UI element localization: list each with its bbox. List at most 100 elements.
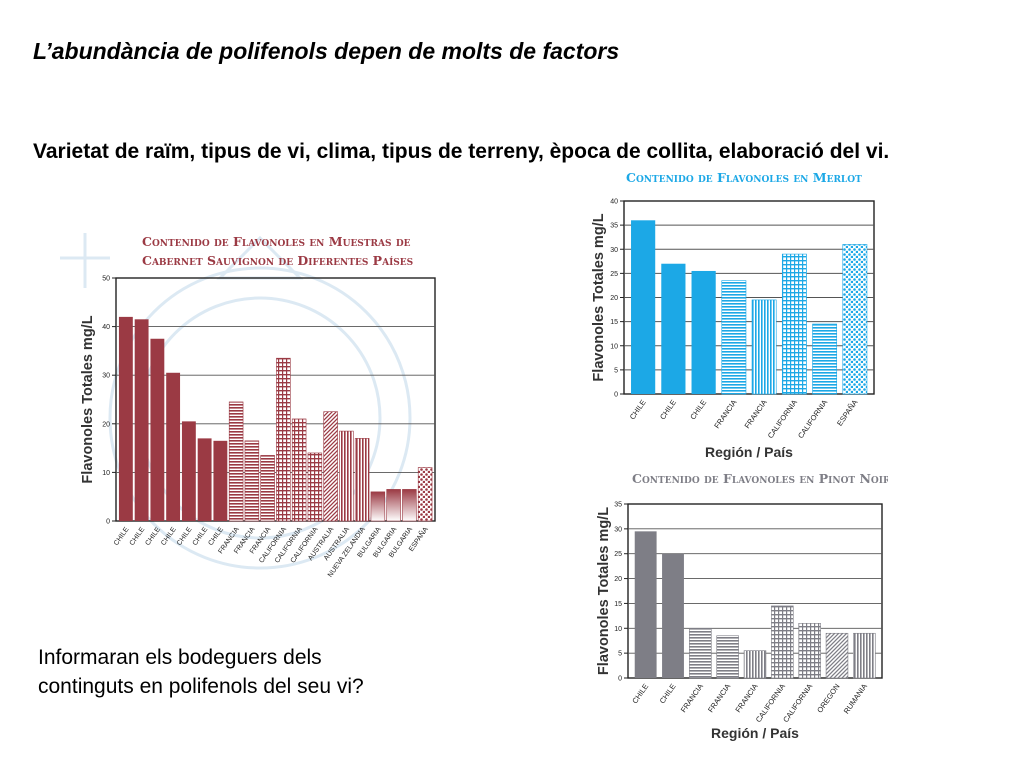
merlot-ytick-label-3: 15 [610,319,618,326]
pinot-ytick-label-4: 20 [614,576,622,583]
cabernet-bar-9 [260,455,275,522]
merlot-bar-3 [721,280,747,395]
merlot-category-label-4: FRANCIA [743,398,769,430]
merlot-ytick-label-7: 35 [610,223,618,230]
cabernet-ytick-label-2: 20 [102,421,110,428]
cabernet-bar-6 [213,440,228,521]
cabernet-ytick-label-4: 40 [102,324,110,331]
pinot-category-label-2: FRANCIA [679,682,705,714]
pinot-title-line-1: Contenido de Flavonoles en Pinot Noir [632,471,888,486]
cabernet-category-label-0: CHILE [113,526,131,547]
merlot-category-label-1: CHILE [658,398,678,421]
pinot-category-label-3: FRANCIA [706,682,732,714]
pinot-bar-2 [689,627,712,679]
cabernet-bar-19 [417,467,433,522]
pinot-chart-svg: Contenido de Flavonoles en Pinot Noir 0 5 1… [596,471,888,741]
cabernet-bar-11 [291,418,307,522]
merlot-bar-5 [781,253,807,395]
pinot-ytick-label-0: 0 [618,676,622,683]
pinot-bar-7 [825,632,849,679]
cabernet-ytick-label-5: 50 [102,276,110,283]
merlot-category-label-0: CHILE [628,398,648,421]
cabernet-ytick-label-1: 10 [102,470,110,477]
pinot-ytick-label-7: 35 [614,502,622,509]
pinot-bar-3 [716,635,739,679]
cabernet-bar-4 [181,421,196,521]
pinot-y-axis-label: Flavonoles Totales mg/L [596,507,612,675]
cabernet-ytick-label-0: 0 [106,519,110,526]
slide-title: L’abundància de polifenols depen de molt… [33,38,620,64]
merlot-ytick-label-2: 10 [610,343,618,350]
cabernet-title-line-2: Cabernet Sauvignon de Diferentes Países [142,253,413,268]
pinot-x-axis-label: Región / País [711,725,799,741]
merlot-bar-6 [812,323,838,395]
pinot-bar-4 [743,650,767,679]
cabernet-bar-18 [402,489,417,522]
merlot-ytick-label-8: 40 [610,199,618,206]
cabernet-ytick-label-3: 30 [102,373,110,380]
merlot-category-label-6: CALIFORNIA [796,398,829,440]
cabernet-category-label-5: CHILE [192,526,210,547]
merlot-bar-1 [661,263,686,394]
cabernet-bar-15 [354,438,370,522]
merlot-ytick-label-4: 20 [610,295,618,302]
merlot-x-axis-label: Región / País [705,444,793,460]
cabernet-category-label-2: CHILE [144,526,162,547]
merlot-ytick-label-5: 25 [610,271,618,278]
cabernet-bar-3 [166,372,181,521]
cabernet-bar-8 [244,440,260,522]
pinot-category-label-1: CHILE [658,682,678,705]
cabernet-bar-16 [370,491,386,522]
cabernet-y-axis-label: Flavonoles Totales mg/L [80,315,96,483]
cabernet-bar-12 [307,452,323,522]
merlot-bar-7 [842,244,868,395]
pinot-bar-1 [662,553,684,678]
cabernet-bar-14 [339,430,354,522]
pinot-bar-6 [798,623,821,679]
pinot-category-label-7: OREGON [815,682,841,714]
merlot-bar-2 [691,270,716,394]
pinot-bar-8 [853,632,876,679]
cabernet-chart: Contenido de Flavonoles en Muestras de Ca… [50,218,450,580]
merlot-bar-4 [751,299,777,395]
merlot-chart: Contenido de Flavonoles en Merlot 0 5 10 15 2… [578,168,888,468]
pinot-ytick-label-3: 15 [614,601,622,608]
merlot-chart-svg: Contenido de Flavonoles en Merlot 0 5 10 15 2… [591,170,875,460]
merlot-ytick-label-6: 30 [610,247,618,254]
cabernet-plot-frame [115,277,436,522]
cabernet-bar-1 [134,319,149,521]
pinot-bar-0 [634,531,657,678]
pinot-ytick-label-5: 25 [614,551,622,558]
pinot-category-label-0: CHILE [630,682,650,705]
pinot-ytick-label-1: 5 [618,651,622,658]
pinot-bar-5 [771,605,794,679]
question-line-1: Informaran els bodeguers dels [38,646,322,669]
merlot-ytick-label-1: 5 [614,367,618,374]
merlot-category-label-3: FRANCIA [712,398,738,430]
cabernet-bar-13 [323,411,338,522]
cabernet-chart-svg: Contenido de Flavonoles en Muestras de Ca… [80,234,436,579]
cabernet-category-label-4: CHILE [176,526,194,547]
cabernet-bar-0 [118,316,133,521]
pinot-category-label-8: RUMANIA [842,682,869,715]
cabernet-category-label-1: CHILE [129,526,147,547]
merlot-ytick-label-0: 0 [614,392,618,399]
pinot-ytick-label-6: 30 [614,526,622,533]
cabernet-bar-5 [197,438,212,521]
question-line-2: continguts en polifenols del seu vi? [38,675,364,698]
cabernet-bar-7 [228,401,244,522]
merlot-category-label-7: ESPAÑA [835,398,860,428]
slide-subtitle: Varietat de raïm, tipus de vi, clima, ti… [33,140,890,163]
cabernet-bar-2 [150,338,165,521]
question-text: Informaran els bodeguers dels continguts… [38,643,458,701]
pinot-chart: Contenido de Flavonoles en Pinot Noir 0 5 1… [578,466,888,756]
pinot-category-label-4: FRANCIA [733,682,759,714]
merlot-bar-0 [631,220,656,394]
merlot-y-axis-label: Flavonoles Totales mg/L [591,213,607,381]
merlot-category-label-2: CHILE [688,398,708,421]
merlot-title-line-1: Contenido de Flavonoles en Merlot [626,170,862,185]
cabernet-bar-10 [276,357,291,522]
cabernet-title-line-1: Contenido de Flavonoles en Muestras de [142,234,411,249]
cabernet-category-label-3: CHILE [160,526,178,547]
cabernet-bar-17 [386,489,401,522]
